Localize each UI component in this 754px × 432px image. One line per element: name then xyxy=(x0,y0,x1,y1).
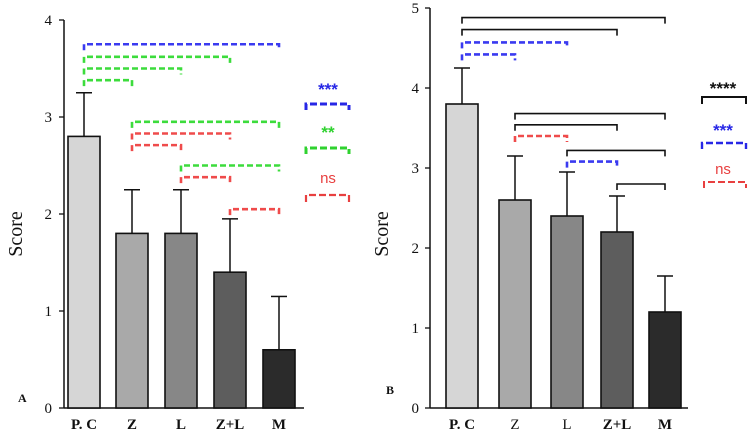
panel-a-ytick-label-1: 1 xyxy=(45,304,53,320)
panel-a-bar-2 xyxy=(164,232,198,409)
panel-a-legend: *** ** ns xyxy=(304,80,351,202)
panel-b-ytick-label-4: 4 xyxy=(412,81,420,97)
panel-b-bracket-7 xyxy=(566,149,666,157)
panel-b-errorbar-3 xyxy=(609,195,625,232)
panel-b-ytick-label-0: 0 xyxy=(412,401,420,417)
panel-a-y-label: Score xyxy=(5,211,27,257)
panel-a-category-2: L xyxy=(176,417,186,432)
panel-b-category-2: L xyxy=(562,417,571,432)
legend-a-label-0: *** xyxy=(318,80,338,99)
legend-b-bracket-0 xyxy=(701,96,747,104)
panel-a-bracket-9 xyxy=(228,207,281,216)
panel-a-bracket-5 xyxy=(130,132,232,140)
panel-b-bracket-5 xyxy=(514,124,618,131)
panel-b-letter: B xyxy=(386,383,394,397)
panel-a-bracket-1 xyxy=(82,55,232,63)
panel-a-errorbar-0 xyxy=(76,92,92,137)
panel-a-bar-1 xyxy=(115,232,149,409)
panel-b-bracket-6 xyxy=(513,134,569,142)
panel-a-errorbar-4 xyxy=(271,295,287,350)
panel-b-errorbar-4 xyxy=(657,275,673,312)
panel-a-bar-4 xyxy=(262,348,296,409)
panel-b-category-1: Z xyxy=(510,417,519,432)
panel-a-errorbar-2 xyxy=(173,189,189,234)
panel-b-bracket-4 xyxy=(514,112,666,120)
panel-b-category-3: Z+L xyxy=(603,417,632,432)
legend-b-bracket-1 xyxy=(700,141,748,149)
panel-a-category-3: Z+L xyxy=(216,417,245,432)
panel-b-ytick-label-3: 3 xyxy=(412,161,420,177)
panel-b-ytick-label-5: 5 xyxy=(412,1,420,17)
legend-a-label-2: ns xyxy=(320,170,336,187)
legend-a-label-1: ** xyxy=(321,123,335,142)
panel-a: Score A 0 1 2 3 4 P. C Z L Z+L M *** ** ns xyxy=(5,13,351,432)
panel-a-ytick-label-4: 4 xyxy=(45,13,53,29)
legend-a-bracket-1 xyxy=(304,146,351,154)
panel-b-ytick-label-2: 2 xyxy=(412,241,420,257)
panel-b: Score B 0 1 2 3 4 5 P. C Z L Z+L M **** *** ns xyxy=(371,1,748,432)
legend-b-label-1: *** xyxy=(713,121,733,140)
legend-b-bracket-2 xyxy=(703,181,747,188)
legend-b-label-2: ns xyxy=(715,161,731,178)
panel-a-category-0: P. C xyxy=(71,417,97,432)
panel-a-bracket-8 xyxy=(179,175,232,184)
panel-b-bar-3 xyxy=(600,231,634,409)
panel-b-bracket-0 xyxy=(461,16,666,24)
panel-a-bracket-0 xyxy=(82,42,281,51)
panel-a-bar-3 xyxy=(213,271,247,409)
panel-a-ytick-label-3: 3 xyxy=(45,110,53,126)
panel-b-errorbar-0 xyxy=(454,67,470,104)
panel-b-bar-2 xyxy=(550,215,584,409)
panel-a-bracket-3 xyxy=(82,78,134,87)
panel-b-legend: **** *** ns xyxy=(700,79,748,188)
panel-b-errorbar-2 xyxy=(559,171,575,216)
panel-b-bar-4 xyxy=(648,311,682,409)
panel-b-category-4: M xyxy=(658,417,672,432)
panel-b-bracket-2 xyxy=(460,41,569,49)
legend-b-label-0: **** xyxy=(710,79,737,98)
legend-a-bracket-2 xyxy=(304,193,351,202)
panel-b-ytick-label-1: 1 xyxy=(412,321,420,337)
panel-a-bracket-6 xyxy=(130,143,183,152)
panel-b-bar-0 xyxy=(445,103,479,409)
panel-b-errorbar-1 xyxy=(507,155,523,200)
panel-a-bar-0 xyxy=(67,135,101,409)
panel-a-ytick-label-2: 2 xyxy=(45,207,53,223)
panel-b-bar-1 xyxy=(498,199,532,409)
panel-a-errorbar-1 xyxy=(124,189,140,234)
panel-a-letter: A xyxy=(18,391,27,405)
panel-a-category-4: M xyxy=(272,417,286,432)
panel-b-bracket-8 xyxy=(565,160,619,168)
panel-a-category-1: Z xyxy=(127,417,137,432)
legend-a-bracket-0 xyxy=(304,102,351,110)
panel-a-bracket-2 xyxy=(82,67,183,75)
panel-b-bracket-3 xyxy=(460,53,517,61)
panel-b-y-label: Score xyxy=(371,211,393,257)
panel-a-errorbar-3 xyxy=(222,218,238,273)
panel-b-bracket-9 xyxy=(616,183,666,190)
panel-a-bracket-7 xyxy=(179,164,281,172)
panel-a-ytick-label-0: 0 xyxy=(45,401,53,417)
panel-a-bracket-4 xyxy=(130,120,281,128)
panel-b-category-0: P. C xyxy=(449,417,475,432)
panel-b-bracket-1 xyxy=(461,28,618,36)
